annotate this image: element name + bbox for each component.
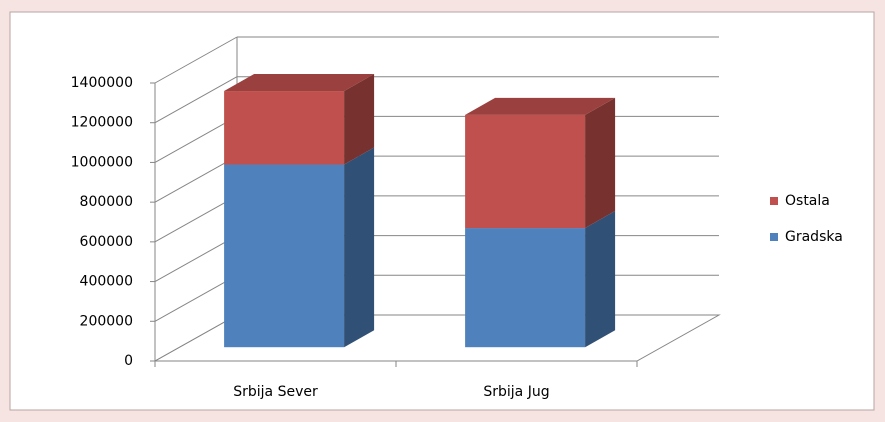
y-tick-label: 1200000 (71, 115, 133, 131)
grid-line (154, 76, 238, 124)
legend-label: Ostala (785, 193, 830, 209)
legend-swatch (770, 233, 778, 241)
bar-side (585, 211, 616, 348)
bar-side (585, 97, 616, 229)
grid-line (154, 235, 238, 283)
legend-swatch (770, 197, 778, 205)
y-tick-label: 200000 (80, 313, 133, 329)
bar-top (465, 97, 616, 115)
bar-front (224, 164, 345, 348)
grid-line (154, 115, 238, 163)
y-tick-label: 400000 (80, 274, 133, 290)
grid-line (154, 36, 238, 84)
grid-line (154, 195, 238, 243)
chart-area (9, 11, 875, 411)
x-tick-label: Srbija Jug (483, 384, 549, 400)
x-tick-label: Srbija Sever (233, 384, 318, 400)
y-tick-label: 0 (124, 353, 133, 369)
y-tick-label: 800000 (80, 194, 133, 210)
bar-side (344, 147, 375, 348)
grid-line (154, 314, 238, 362)
grid-line (154, 274, 238, 322)
y-tick-label: 600000 (80, 234, 133, 250)
bar-side (344, 74, 375, 165)
y-tick-label: 1400000 (71, 75, 133, 91)
grid-line (154, 155, 238, 203)
bar-top (224, 74, 375, 92)
bar-front (224, 91, 345, 165)
legend-label: Gradska (785, 229, 843, 245)
bar-front (465, 228, 586, 348)
bar-front (465, 114, 586, 229)
y-tick-label: 1000000 (71, 154, 133, 170)
